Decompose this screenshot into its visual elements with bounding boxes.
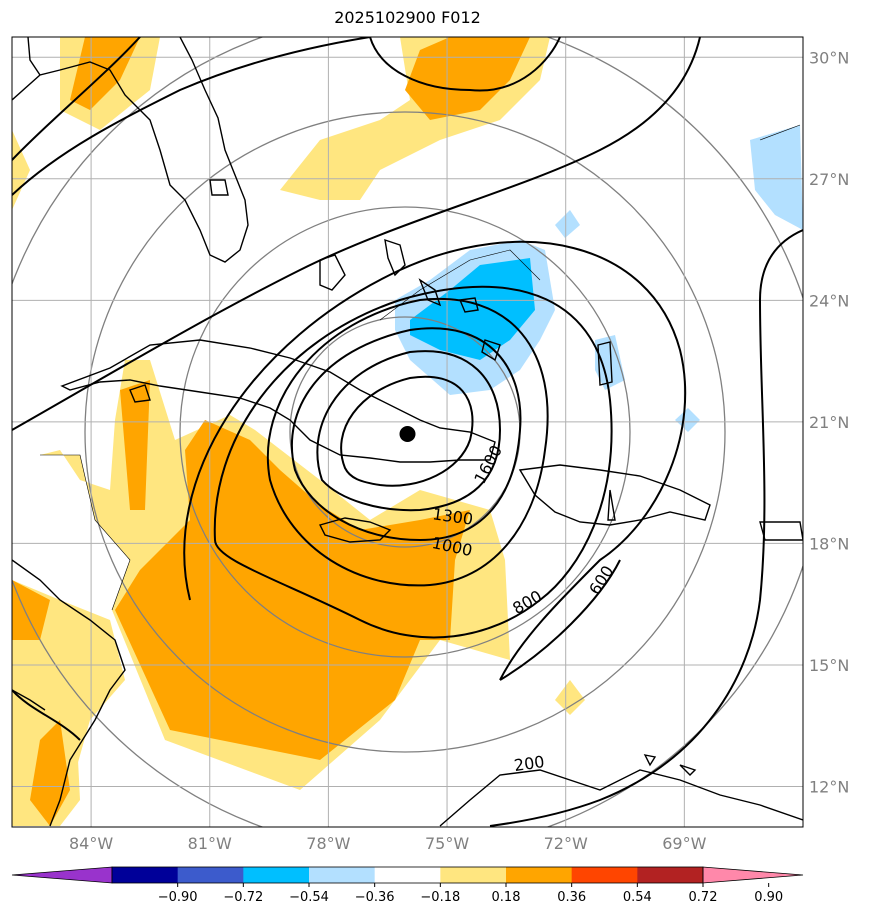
- colorbar-tick-label: −0.90: [158, 890, 198, 905]
- colorbar-tick-label: −0.36: [355, 890, 395, 905]
- map-frame: [11, 36, 804, 828]
- colorbar-tick-label: 0.90: [754, 890, 783, 905]
- colorbar-segment: [309, 867, 376, 883]
- latitude-tick-label: 18°N: [809, 534, 849, 553]
- latitude-labels: 30°N 27°N 24°N 21°N 18°N 15°N 12°N: [809, 48, 849, 796]
- colorbar-labels: −0.90 −0.72 −0.54 −0.36 −0.18 0.18 0.36 0.54 0.7…: [158, 883, 783, 905]
- colorbar-tick-label: 0.54: [623, 890, 652, 905]
- colorbar-segment: [506, 867, 573, 883]
- colorbar-segment: [243, 867, 310, 883]
- latitude-tick-label: 27°N: [809, 170, 849, 189]
- longitude-tick-label: 75°W: [425, 834, 469, 853]
- range-rings: [12, 37, 803, 827]
- longitude-tick-label: 72°W: [544, 834, 588, 853]
- colorbar-tick-label: 0.72: [689, 890, 718, 905]
- colorbar-tick-label: 0.18: [492, 890, 521, 905]
- colorbar-tick-label: −0.18: [420, 890, 460, 905]
- map-title: 2025102900 F012: [334, 8, 481, 27]
- colorbar-extend-low: [11, 866, 113, 884]
- colorbar-extend-high: [702, 866, 804, 884]
- orange-positive-region: [12, 37, 585, 826]
- colorbar-segment: [637, 867, 704, 883]
- latitude-tick-label: 30°N: [809, 48, 849, 67]
- colorbar-segment: [112, 867, 179, 883]
- latitude-tick-label: 24°N: [809, 291, 849, 310]
- contour-label: 800: [509, 586, 545, 618]
- blue-negative-region: [395, 125, 803, 432]
- contour-label: 200: [513, 752, 546, 775]
- contour-label: 1600: [470, 442, 506, 487]
- colorbar-tick-label: −0.54: [289, 890, 329, 905]
- colorbar-segment: [440, 867, 507, 883]
- gridlines: [12, 37, 803, 827]
- latitude-tick-label: 21°N: [809, 413, 849, 432]
- longitude-tick-label: 78°W: [306, 834, 350, 853]
- colorbar-tick-label: 0.36: [557, 890, 586, 905]
- latitude-tick-label: 12°N: [809, 777, 849, 796]
- colorbar-frame: [111, 866, 704, 884]
- colorbar: [11, 866, 804, 884]
- longitude-tick-label: 81°W: [188, 834, 232, 853]
- colorbar-segment: [374, 867, 441, 883]
- height-contours: [12, 37, 803, 827]
- colorbar-segment: [571, 867, 638, 883]
- latitude-tick-label: 15°N: [809, 656, 849, 675]
- longitude-labels: 84°W 81°W 78°W 75°W 72°W 69°W: [69, 834, 707, 853]
- colorbar-segment: [177, 867, 244, 883]
- map-area: [12, 37, 803, 827]
- longitude-tick-label: 84°W: [69, 834, 113, 853]
- colorbar-tick-label: −0.72: [223, 890, 263, 905]
- contour-label: 600: [585, 562, 617, 598]
- longitude-tick-label: 69°W: [662, 834, 706, 853]
- storm-center-marker: [399, 426, 416, 443]
- thin-contours: [40, 124, 801, 611]
